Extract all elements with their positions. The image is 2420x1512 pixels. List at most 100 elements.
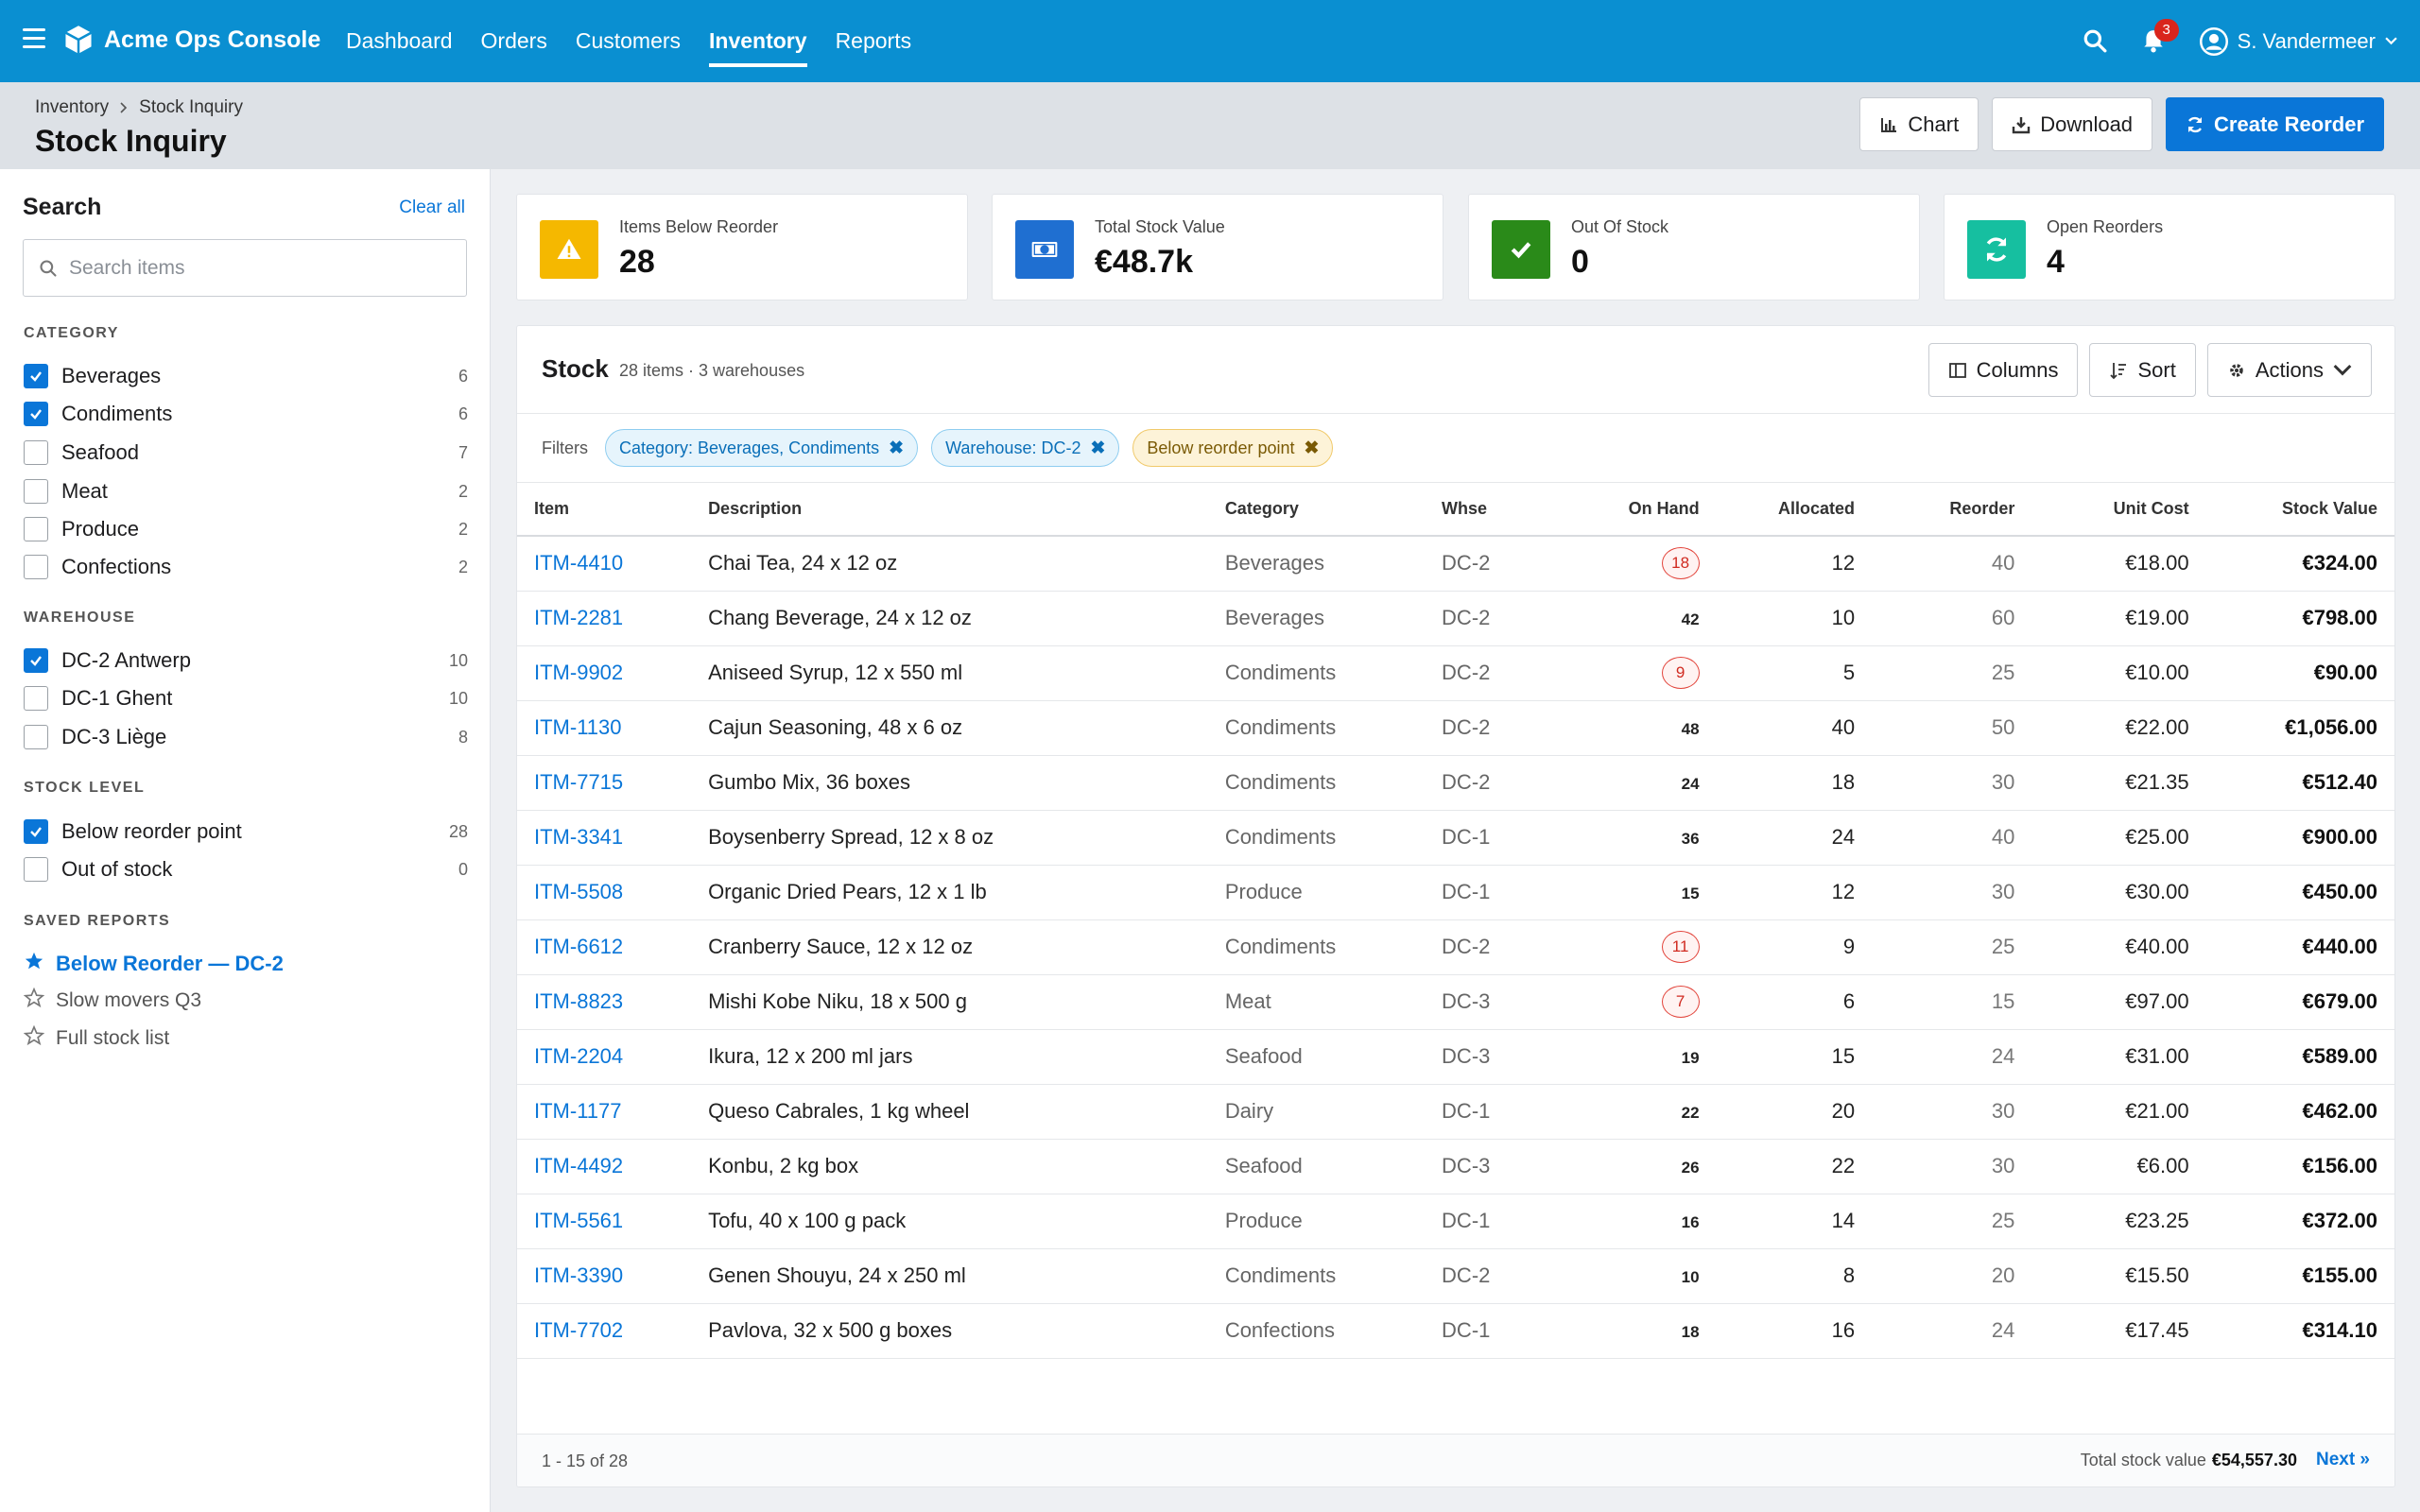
checkbox[interactable]	[24, 555, 48, 579]
checkbox-checked[interactable]	[24, 364, 48, 388]
app-brand[interactable]: Acme Ops Console	[64, 25, 320, 55]
clear-all-link[interactable]: Clear all	[399, 198, 465, 217]
sort-button[interactable]: Sort	[2089, 343, 2196, 397]
facet-option[interactable]: Below reorder point 28	[24, 816, 468, 848]
kpi-card[interactable]: Items Below Reorder 28	[516, 194, 968, 301]
saved-report-item[interactable]: Below Reorder — DC-2	[24, 951, 284, 977]
table-row[interactable]: ITM-8823 Mishi Kobe Niku, 18 x 500 g Meat D…	[517, 974, 2394, 1030]
search-input[interactable]	[69, 256, 447, 280]
facet-option[interactable]: Condiments 6	[24, 398, 468, 430]
table-row[interactable]: ITM-7715 Gumbo Mix, 36 boxes Condiments DC-…	[517, 755, 2394, 811]
checkbox[interactable]	[24, 517, 48, 541]
table-row[interactable]: ITM-5508 Organic Dried Pears, 12 x 1 lb Pr…	[517, 865, 2394, 920]
facet-option[interactable]: DC-1 Ghent 10	[24, 682, 468, 714]
checkbox-checked[interactable]	[24, 402, 48, 426]
filter-chip[interactable]: Warehouse: DC-2 ✖	[931, 429, 1120, 467]
columns-button[interactable]: Columns	[1927, 343, 2079, 397]
next-page-link[interactable]: Next »	[2315, 1450, 2370, 1469]
category-cell: Condiments	[1207, 919, 1426, 975]
checkbox[interactable]	[24, 857, 48, 882]
chart-button[interactable]: Chart	[1859, 97, 1979, 151]
table-row[interactable]: ITM-9902 Aniseed Syrup, 12 x 550 ml Condim…	[517, 645, 2394, 701]
facet-option[interactable]: DC-2 Antwerp 10	[24, 644, 468, 677]
table-row[interactable]: ITM-3390 Genen Shouyu, 24 x 250 ml Condime…	[517, 1248, 2394, 1304]
table-row[interactable]: ITM-1177 Queso Cabrales, 1 kg wheel Dairy D…	[517, 1084, 2394, 1140]
facet-option[interactable]: Beverages 6	[24, 360, 468, 392]
checkbox-checked[interactable]	[24, 819, 48, 844]
actions-button[interactable]: Actions	[2206, 343, 2372, 397]
item-link[interactable]: ITM-4410	[534, 551, 624, 576]
item-link[interactable]: ITM-3341	[534, 825, 624, 849]
item-link[interactable]: ITM-1177	[534, 1099, 622, 1123]
facet-option[interactable]: Confections 2	[24, 551, 468, 583]
filter-chip[interactable]: Category: Beverages, Condiments ✖	[605, 429, 919, 467]
item-link[interactable]: ITM-1130	[534, 715, 622, 739]
item-link[interactable]: ITM-8823	[534, 989, 624, 1013]
saved-report-item[interactable]: Full stock list	[23, 1024, 169, 1052]
breadcrumb-inventory[interactable]: Inventory	[35, 97, 110, 117]
facet-option[interactable]: Meat 2	[24, 475, 468, 507]
item-link[interactable]: ITM-4492	[534, 1154, 624, 1177]
item-link[interactable]: ITM-3390	[534, 1263, 624, 1287]
on-hand-cell: 16	[1565, 1194, 1717, 1249]
on-hand-value: 42	[1681, 610, 1700, 628]
column-header[interactable]: Allocated	[1716, 483, 1873, 537]
menu-icon[interactable]	[23, 28, 45, 49]
saved-report-item[interactable]: Slow movers Q3	[23, 987, 201, 1014]
checkbox-checked[interactable]	[24, 648, 48, 673]
reorder-cell: 50	[1872, 700, 2032, 756]
bell-icon[interactable]: 3	[2141, 18, 2179, 55]
filter-chip[interactable]: Below reorder point ✖	[1132, 429, 1334, 467]
checkbox[interactable]	[24, 725, 48, 749]
column-header[interactable]: Whse	[1425, 483, 1566, 537]
download-button[interactable]: Download	[1992, 97, 2153, 151]
column-header[interactable]: Reorder	[1872, 483, 2032, 537]
saved-reports-title: SAVED REPORTS	[24, 913, 171, 929]
facet-option[interactable]: Produce 2	[24, 513, 468, 545]
item-link[interactable]: ITM-5561	[534, 1209, 624, 1232]
facet-option[interactable]: DC-3 Liège 8	[24, 721, 468, 753]
column-header[interactable]: Item	[517, 483, 692, 537]
item-link[interactable]: ITM-2204	[534, 1044, 624, 1068]
close-icon[interactable]: ✖	[1304, 438, 1320, 458]
user-menu[interactable]: S. Vandermeer	[2199, 26, 2397, 56]
item-link[interactable]: ITM-5508	[534, 880, 624, 903]
column-header[interactable]: Stock Value	[2205, 483, 2394, 537]
facet-option[interactable]: Out of stock 0	[24, 853, 468, 885]
table-row[interactable]: ITM-7702 Pavlova, 32 x 500 g boxes Confect…	[517, 1303, 2394, 1359]
search-icon[interactable]	[2083, 28, 2109, 55]
nav-orders[interactable]: Orders	[480, 28, 547, 53]
table-row[interactable]: ITM-5561 Tofu, 40 x 100 g pack Produce DC-1…	[517, 1194, 2394, 1249]
create-reorder-button[interactable]: Create Reorder	[2166, 97, 2384, 151]
nav-customers[interactable]: Customers	[575, 28, 682, 53]
item-link[interactable]: ITM-7702	[534, 1318, 624, 1342]
kpi-card[interactable]: Total Stock Value €48.7k	[992, 194, 1443, 301]
kpi-card[interactable]: Open Reorders 4	[1944, 194, 2395, 301]
item-link[interactable]: ITM-6612	[534, 935, 624, 958]
item-link[interactable]: ITM-2281	[534, 606, 624, 629]
table-row[interactable]: ITM-2204 Ikura, 12 x 200 ml jars Seafood DC…	[517, 1029, 2394, 1085]
close-icon[interactable]: ✖	[889, 438, 905, 458]
table-row[interactable]: ITM-3341 Boysenberry Spread, 12 x 8 oz Con…	[517, 810, 2394, 866]
column-header[interactable]: Unit Cost	[2031, 483, 2206, 537]
nav-reports[interactable]: Reports	[835, 28, 912, 53]
nav-dashboard[interactable]: Dashboard	[346, 28, 453, 53]
item-link[interactable]: ITM-7715	[534, 770, 624, 794]
on-hand-value: 19	[1681, 1049, 1700, 1067]
facet-option[interactable]: Seafood 7	[24, 437, 468, 469]
table-row[interactable]: ITM-2281 Chang Beverage, 24 x 12 oz Bevera…	[517, 591, 2394, 646]
checkbox[interactable]	[24, 440, 48, 465]
table-row[interactable]: ITM-4410 Chai Tea, 24 x 12 oz Beverages DC-…	[517, 536, 2394, 592]
column-header[interactable]: On Hand	[1565, 483, 1717, 537]
close-icon[interactable]: ✖	[1090, 438, 1106, 458]
nav-inventory[interactable]: Inventory	[709, 0, 807, 82]
table-row[interactable]: ITM-1130 Cajun Seasoning, 48 x 6 oz Condim…	[517, 700, 2394, 756]
column-header[interactable]: Category	[1207, 483, 1426, 537]
column-header[interactable]: Description	[691, 483, 1208, 537]
checkbox[interactable]	[24, 686, 48, 711]
table-row[interactable]: ITM-4492 Konbu, 2 kg box Seafood DC-3 26 22 30…	[517, 1139, 2394, 1194]
table-row[interactable]: ITM-6612 Cranberry Sauce, 12 x 12 oz Condi…	[517, 919, 2394, 975]
kpi-card[interactable]: Out Of Stock 0	[1468, 194, 1920, 301]
item-link[interactable]: ITM-9902	[534, 661, 624, 684]
checkbox[interactable]	[24, 479, 48, 504]
